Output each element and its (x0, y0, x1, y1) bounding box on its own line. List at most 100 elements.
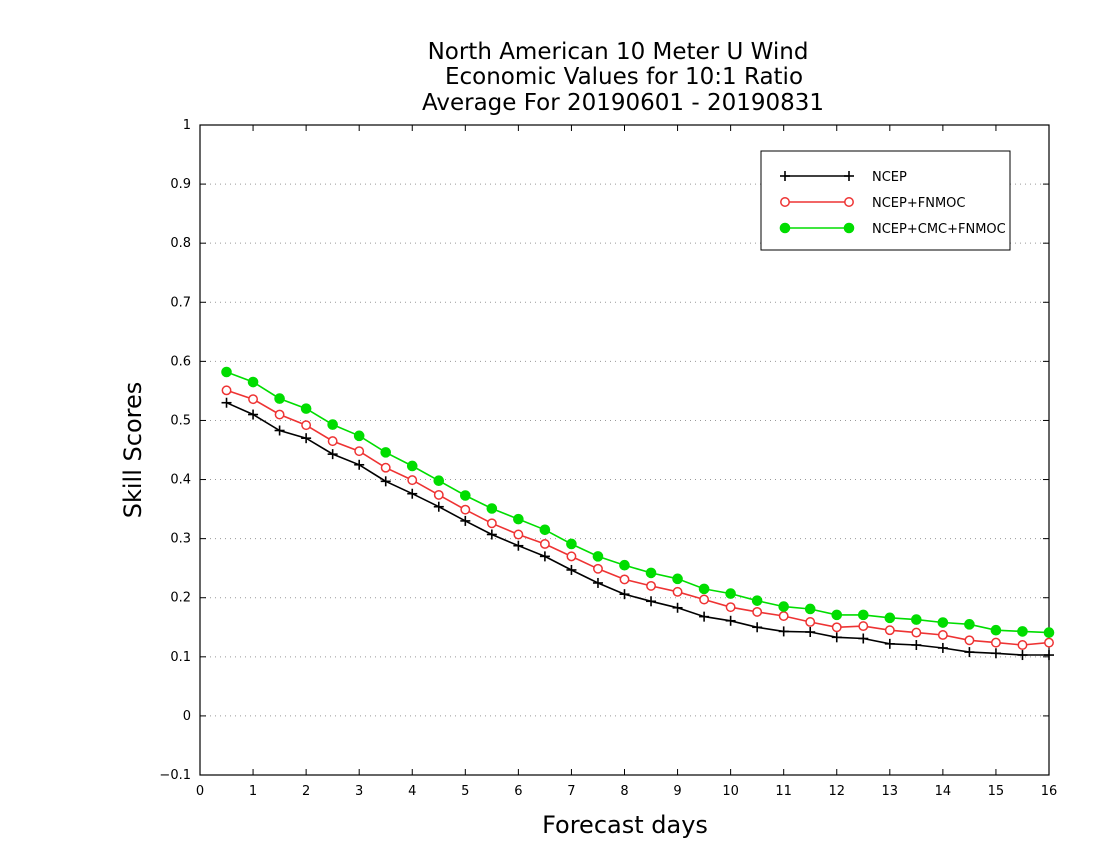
x-tick-label: 10 (722, 784, 739, 799)
data-point (274, 409, 285, 420)
data-point (300, 403, 312, 414)
data-point (539, 551, 550, 562)
data-point (353, 430, 365, 442)
x-tick-label: 0 (196, 784, 204, 799)
data-point (327, 436, 338, 447)
data-point (964, 635, 975, 646)
series-line (226, 371, 1050, 634)
legend-marker (843, 222, 855, 234)
x-axis-ticks: 0 1 2 3 4 5 6 7 8 9 10 11 12 13 14 15 16 (196, 125, 1057, 799)
legend-marker (779, 222, 791, 234)
data-point (354, 446, 365, 457)
data-point (911, 640, 922, 650)
data-point (1044, 650, 1054, 661)
x-tick-label: 8 (620, 784, 628, 799)
x-tick-label: 1 (249, 784, 257, 799)
data-point (778, 611, 789, 621)
x-tick-label: 15 (988, 784, 1005, 799)
legend-item: NCEP+CMC+FNMOC (779, 222, 1006, 237)
title-line-3: Average For 20190601 - 20190831 (422, 90, 824, 116)
data-point (406, 460, 418, 472)
data-point (1017, 640, 1028, 650)
data-point (354, 459, 365, 470)
legend-box (760, 150, 1011, 251)
data-point (1043, 627, 1055, 638)
data-point (248, 394, 259, 405)
data-point (593, 563, 603, 574)
y-tick-label: 0.4 (170, 473, 191, 488)
series-line (226, 389, 1050, 646)
data-point (805, 617, 816, 627)
data-point (699, 611, 710, 622)
data-point (327, 419, 338, 430)
data-point (672, 602, 683, 613)
legend-marker (844, 197, 854, 207)
x-tick-label: 9 (673, 784, 681, 799)
y-tick-label: 0.2 (170, 591, 191, 606)
x-tick-label: 7 (567, 784, 575, 799)
data-point (513, 513, 524, 525)
legend-items: NCEP NCEP+FNMOC NCEP+CMC+FNMOC (779, 170, 1006, 237)
data-point (433, 489, 444, 500)
data-point (645, 567, 657, 579)
x-tick-label: 12 (828, 784, 845, 799)
data-point (486, 518, 497, 529)
x-tick-label: 3 (355, 784, 363, 799)
plot-frame (199, 124, 1050, 776)
data-point (566, 538, 577, 550)
y-tick-label: 0.1 (170, 650, 191, 665)
data-point (221, 385, 232, 396)
data-point (380, 476, 391, 487)
data-point (646, 596, 657, 607)
data-point (1017, 650, 1028, 661)
series-ncep-fnmoc (221, 385, 1054, 650)
data-point (1044, 637, 1054, 648)
x-tick-label: 14 (935, 784, 952, 799)
y-tick-label: 0.6 (170, 354, 191, 369)
data-point (804, 603, 816, 615)
data-point (831, 622, 842, 633)
x-tick-label: 16 (1041, 784, 1058, 799)
data-point (513, 540, 524, 551)
data-point (964, 619, 975, 630)
x-tick-label: 5 (461, 784, 469, 799)
data-point (539, 524, 551, 536)
data-point (831, 632, 842, 643)
x-tick-label: 6 (514, 784, 522, 799)
data-point (274, 425, 285, 436)
data-point (221, 366, 232, 378)
y-tick-label: 0.5 (170, 413, 191, 428)
data-point (884, 638, 895, 649)
data-point (566, 564, 577, 575)
data-point (327, 449, 338, 460)
data-point (380, 447, 392, 458)
y-tick-label: 0.8 (170, 236, 191, 251)
data-point (247, 376, 259, 388)
title-line-1: North American 10 Meter U Wind (428, 39, 809, 65)
x-tick-label: 2 (302, 784, 310, 799)
data-point (858, 621, 869, 632)
data-point (486, 503, 498, 514)
data-point (725, 602, 736, 613)
data-point (937, 617, 949, 628)
data-point (884, 612, 896, 624)
data-point (752, 606, 763, 617)
data-point (698, 583, 710, 595)
data-point (831, 609, 843, 621)
data-point (301, 420, 312, 431)
data-point (460, 515, 471, 526)
data-point (513, 529, 524, 540)
y-axis-ticks: −0.1 0 0.1 0.2 0.3 0.4 0.5 0.6 0.7 0.8 0.9 1 (159, 118, 1049, 783)
data-point (592, 551, 604, 562)
data-point (964, 647, 975, 658)
data-point (619, 574, 630, 585)
legend-item: NCEP (780, 170, 907, 185)
data-point (460, 490, 471, 501)
data-point (301, 433, 312, 444)
data-point (911, 614, 922, 625)
data-point (539, 539, 550, 549)
legend-marker (844, 171, 854, 181)
data-point (646, 580, 656, 591)
data-point (619, 559, 630, 571)
